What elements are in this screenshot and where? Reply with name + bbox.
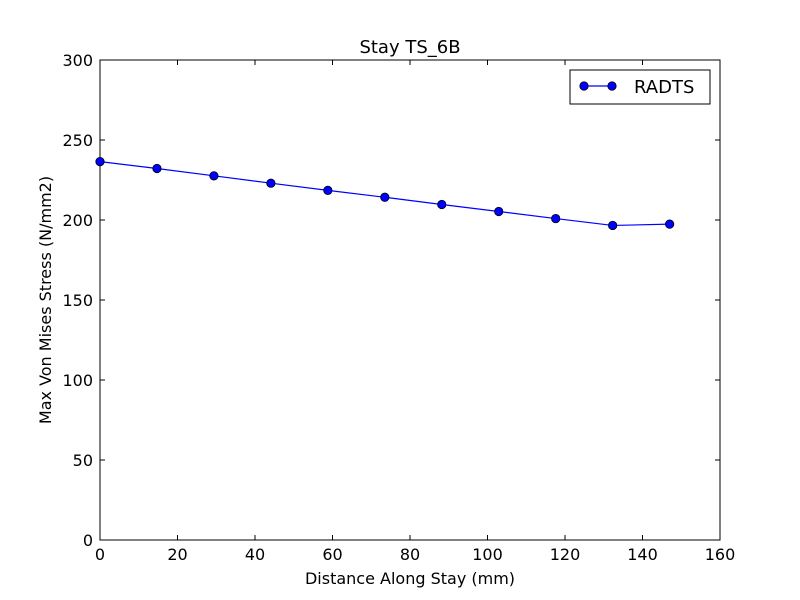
legend-marker [607,81,617,91]
data-point [608,220,618,231]
x-tick-label: 60 [322,545,342,564]
x-tick-label: 20 [167,545,187,564]
series-points [95,157,675,231]
y-tick-label: 200 [62,211,93,230]
x-axis-ticks: 0 20 40 60 80 100 120 140 160 [95,60,735,564]
x-tick-label: 80 [400,545,420,564]
data-point [266,178,276,188]
plot-area [99,59,721,541]
y-axis-ticks: 0 50 100 150 200 250 300 [62,51,720,550]
x-tick-label: 140 [627,545,658,564]
x-tick-label: 120 [550,545,581,564]
data-point [152,163,162,174]
data-point [494,206,504,217]
y-tick-label: 150 [62,291,93,310]
data-point [95,157,105,167]
x-tick-label: 160 [705,545,736,564]
y-tick-label: 50 [73,451,93,470]
y-tick-label: 100 [62,371,93,390]
x-tick-label: 0 [95,545,105,564]
data-point [437,199,447,210]
chart-title: Stay TS_6B [359,37,460,58]
legend-label: RADTS [634,77,694,98]
y-axis-label: Max Von Mises Stress (N/mm2) [36,176,55,424]
data-point [551,213,561,224]
x-tick-label: 100 [472,545,503,564]
y-tick-label: 300 [62,51,93,70]
y-tick-label: 0 [83,531,93,550]
data-point [380,192,390,202]
data-point [665,219,675,229]
data-point [323,185,333,195]
legend-box [569,69,711,105]
legend: RADTS [569,69,711,105]
x-axis-label: Distance Along Stay (mm) [305,569,515,588]
y-tick-label: 250 [62,131,93,150]
x-tick-label: 40 [245,545,265,564]
legend-marker [579,81,589,91]
data-point [209,171,219,181]
